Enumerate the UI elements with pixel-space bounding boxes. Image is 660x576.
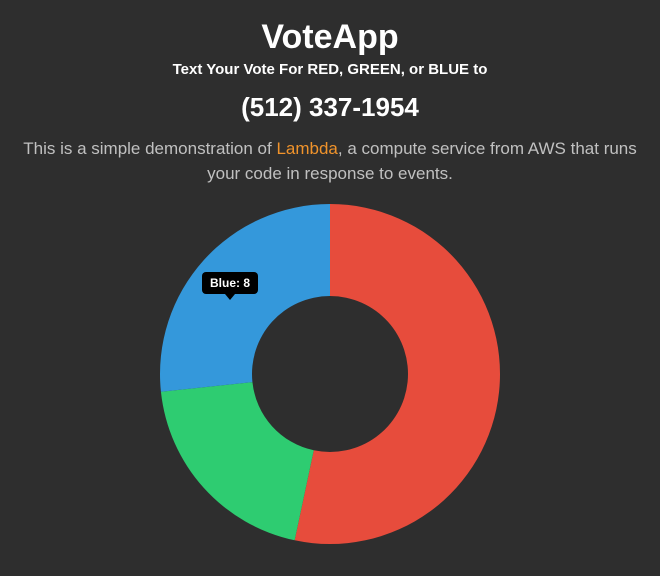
donut-chart <box>160 204 500 544</box>
description-text: This is a simple demonstration of Lambda… <box>0 137 660 186</box>
description-pre: This is a simple demonstration of <box>23 139 276 158</box>
subtitle: Text Your Vote For RED, GREEN, or BLUE t… <box>0 61 660 78</box>
chart-area: Blue: 8 <box>0 204 660 544</box>
donut-chart-container: Blue: 8 <box>160 204 500 544</box>
app-title: VoteApp <box>0 18 660 57</box>
chart-tooltip: Blue: 8 <box>202 272 258 294</box>
lambda-link[interactable]: Lambda <box>276 139 337 158</box>
slice-blue[interactable] <box>160 204 330 392</box>
slice-green[interactable] <box>161 382 314 540</box>
phone-number: (512) 337-1954 <box>0 92 660 123</box>
